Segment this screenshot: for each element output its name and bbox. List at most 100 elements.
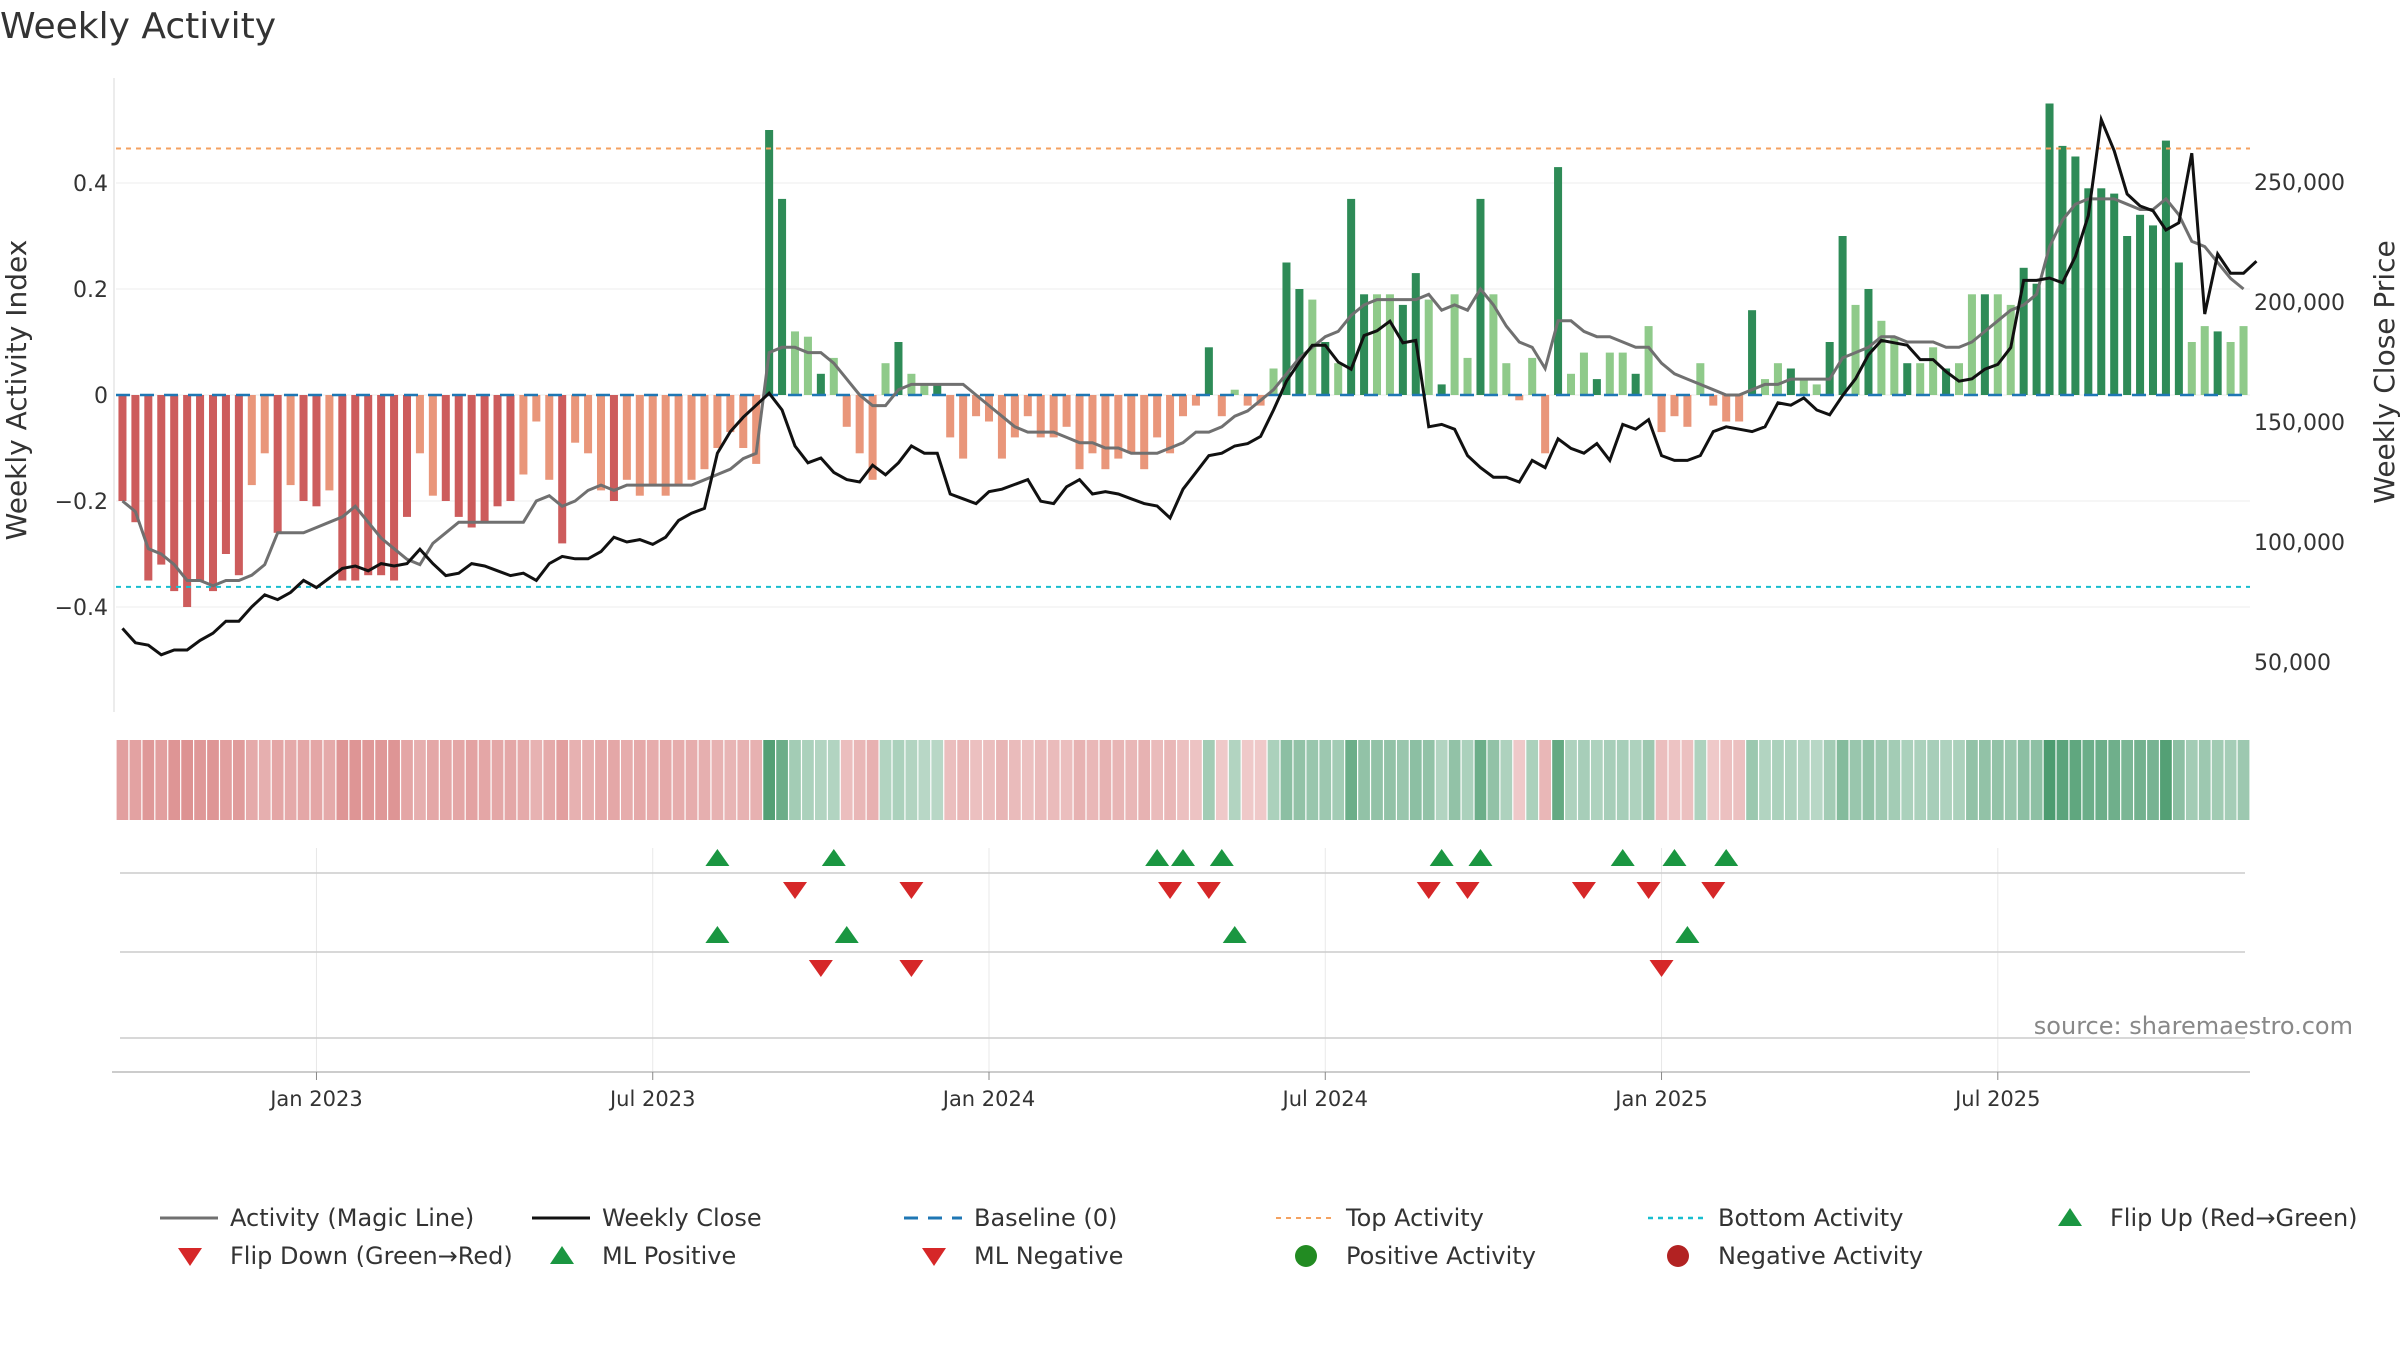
strip-cell bbox=[1772, 740, 1784, 820]
activity-bar bbox=[1476, 198, 1485, 395]
activity-bar bbox=[1321, 342, 1330, 395]
strip-cell bbox=[1694, 740, 1707, 820]
activity-bar bbox=[428, 395, 437, 496]
x-tick-label: Jul 2023 bbox=[608, 1087, 695, 1111]
strip-cell bbox=[2082, 740, 2095, 820]
x-tick-label: Jan 2025 bbox=[1613, 1087, 1708, 1111]
strip-cell bbox=[2108, 740, 2121, 820]
strip-cell bbox=[750, 740, 763, 820]
strip-cell bbox=[129, 740, 142, 820]
strip-cell bbox=[1060, 740, 1073, 820]
strip-cell bbox=[142, 740, 155, 820]
activity-bar bbox=[1631, 373, 1640, 395]
strip-cell bbox=[1487, 740, 1500, 820]
strip-cell bbox=[530, 740, 543, 820]
strip-cell bbox=[1319, 740, 1332, 820]
activity-bar bbox=[1502, 363, 1511, 395]
strip-cell bbox=[181, 740, 193, 820]
activity-bar bbox=[183, 395, 192, 607]
activity-bar bbox=[1954, 363, 1964, 395]
strip-cell bbox=[1591, 740, 1603, 820]
activity-bar bbox=[1243, 395, 1252, 406]
activity-bar bbox=[1541, 395, 1550, 454]
activity-bar bbox=[765, 130, 774, 395]
strip-cell bbox=[569, 740, 581, 820]
activity-bar bbox=[842, 395, 851, 427]
legend-swatch bbox=[178, 1248, 202, 1266]
activity-bar bbox=[1929, 347, 1938, 395]
legend-item: Weekly Close bbox=[532, 1204, 762, 1232]
strip-cell bbox=[2030, 740, 2043, 820]
ml-positive-marker bbox=[705, 926, 730, 943]
strip-cell bbox=[698, 740, 711, 820]
y-left-tick-label: 0.4 bbox=[73, 172, 108, 197]
strip-cell bbox=[543, 740, 556, 820]
strip-cell bbox=[608, 740, 620, 820]
strip-cell bbox=[116, 740, 129, 820]
y-right-tick-label: 100,000 bbox=[2254, 531, 2345, 556]
y-right-tick-label: 250,000 bbox=[2254, 171, 2345, 196]
activity-bar bbox=[144, 395, 153, 581]
strip-cell bbox=[1215, 740, 1228, 820]
legend-item: Top Activity bbox=[1276, 1204, 1484, 1232]
flip-down-marker bbox=[1158, 882, 1183, 899]
activity-bar bbox=[1424, 299, 1433, 395]
activity-bar bbox=[131, 395, 140, 523]
activity-bar bbox=[1760, 379, 1770, 395]
activity-bar bbox=[441, 395, 450, 501]
activity-bar bbox=[1851, 304, 1860, 395]
strip-cell bbox=[284, 740, 297, 820]
activity-bar bbox=[1722, 395, 1731, 422]
activity-bar bbox=[247, 395, 256, 486]
strip-cell bbox=[1797, 740, 1810, 820]
flip-down-marker bbox=[1416, 882, 1441, 899]
strip-cell bbox=[1603, 740, 1616, 820]
y-right-tick-label: 50,000 bbox=[2254, 651, 2331, 676]
strip-cell bbox=[1810, 740, 1823, 820]
activity-bar bbox=[959, 395, 968, 459]
activity-bar bbox=[1334, 363, 1343, 395]
legend-item: ML Negative bbox=[922, 1242, 1123, 1270]
strip-cell bbox=[840, 740, 853, 820]
activity-bar bbox=[519, 395, 528, 475]
activity-panel: −0.4 −0.2 0 0.2 0.4 50,000 100,000 150,000 200,0… bbox=[55, 78, 2345, 712]
activity-bar bbox=[118, 395, 127, 501]
strip-cell bbox=[1836, 740, 1849, 820]
flip-up-marker bbox=[1429, 849, 1454, 866]
strip-cell bbox=[633, 740, 646, 820]
strip-cell bbox=[1940, 740, 1952, 820]
legend-label: Weekly Close bbox=[602, 1204, 762, 1232]
strip-cell bbox=[1280, 740, 1293, 820]
activity-bar bbox=[1062, 395, 1071, 427]
activity-bar bbox=[687, 395, 696, 480]
strip-cell bbox=[1293, 740, 1306, 820]
strip-cell bbox=[1526, 740, 1539, 820]
strip-cell bbox=[2004, 740, 2017, 820]
strip-cell bbox=[1759, 740, 1771, 820]
activity-bar bbox=[1799, 379, 1808, 395]
activity-bar bbox=[1178, 395, 1188, 417]
strip-cell bbox=[1151, 740, 1163, 820]
activity-bar bbox=[1153, 395, 1162, 438]
strip-cell bbox=[362, 740, 375, 820]
activity-bar bbox=[1773, 363, 1782, 395]
flip-up-marker bbox=[705, 849, 730, 866]
strip-cell bbox=[258, 740, 271, 820]
activity-bar bbox=[739, 395, 748, 448]
activity-bar bbox=[338, 395, 347, 581]
strip-cell bbox=[452, 740, 465, 820]
strip-cell bbox=[763, 740, 775, 820]
strip-cell bbox=[1785, 740, 1797, 820]
strip-cell bbox=[737, 740, 750, 820]
activity-bar bbox=[1683, 395, 1692, 427]
activity-bar bbox=[1036, 395, 1045, 438]
activity-bar bbox=[2239, 326, 2248, 395]
strip-cell bbox=[2185, 740, 2198, 820]
strip-cell bbox=[2224, 740, 2237, 820]
activity-bar bbox=[1075, 395, 1084, 470]
legend-label: Activity (Magic Line) bbox=[230, 1204, 474, 1232]
strip-cell bbox=[2095, 740, 2108, 820]
y-right-tick-label: 150,000 bbox=[2254, 411, 2345, 436]
strip-cell bbox=[1254, 740, 1267, 820]
strip-cell bbox=[1875, 740, 1888, 820]
